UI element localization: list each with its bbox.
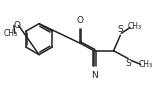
Text: CH₃: CH₃	[138, 60, 153, 69]
Text: CH₃: CH₃	[4, 29, 18, 38]
Text: CH₃: CH₃	[128, 22, 142, 31]
Text: S: S	[117, 25, 123, 34]
Text: S: S	[125, 60, 131, 68]
Text: N: N	[91, 71, 98, 80]
Text: O: O	[76, 16, 83, 25]
Text: O: O	[13, 21, 20, 30]
